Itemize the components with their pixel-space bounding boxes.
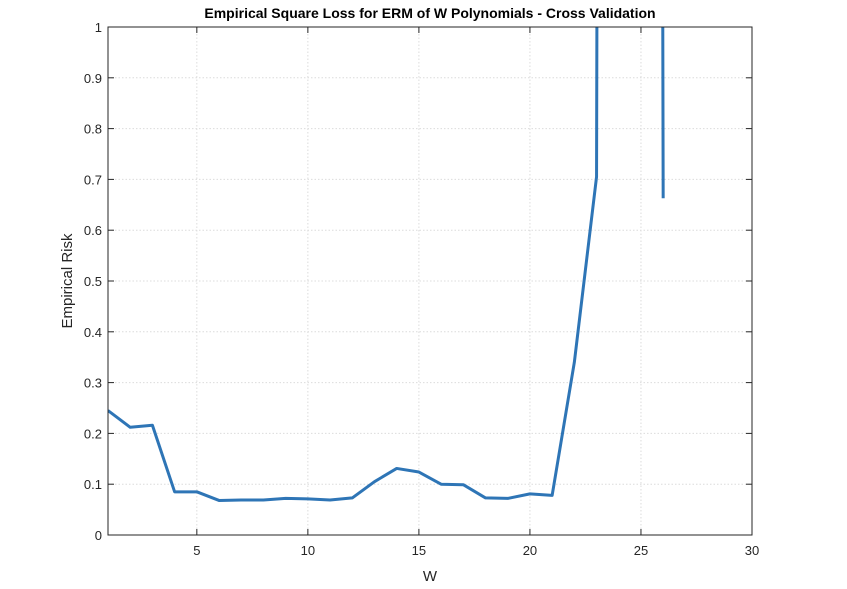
- y-tick-label: 0.1: [84, 477, 102, 492]
- x-tick-label: 20: [523, 543, 537, 558]
- x-tick-label: 15: [412, 543, 426, 558]
- grid-lines: [108, 26, 753, 536]
- chart-title: Empirical Square Loss for ERM of W Polyn…: [204, 5, 655, 21]
- y-tick-label: 0.5: [84, 274, 102, 289]
- y-tick-label: 0.7: [84, 172, 102, 187]
- axis-ticks: 5 10 15 20 25 30 0 0.1 0.2 0.3 0.4 0.5 0.6 0.7 0.8 0.9 1: [84, 20, 759, 558]
- y-tick-label: 0.6: [84, 223, 102, 238]
- y-tick-label: 0.9: [84, 71, 102, 86]
- x-tick-label: 30: [745, 543, 759, 558]
- y-tick-label: 0.8: [84, 122, 102, 137]
- y-tick-label: 0.4: [84, 325, 102, 340]
- y-tick-label: 0.2: [84, 426, 102, 441]
- x-axis-label: W: [423, 568, 438, 585]
- y-axis-label: Empirical Risk: [59, 233, 76, 329]
- y-tick-label: 0: [95, 528, 102, 543]
- series-line: [108, 27, 665, 502]
- y-tick-label: 1: [95, 20, 102, 35]
- x-tick-label: 25: [634, 543, 648, 558]
- x-tick-label: 5: [193, 543, 200, 558]
- series-layer: [108, 27, 665, 502]
- y-tick-label: 0.3: [84, 376, 102, 391]
- x-tick-label: 10: [301, 543, 315, 558]
